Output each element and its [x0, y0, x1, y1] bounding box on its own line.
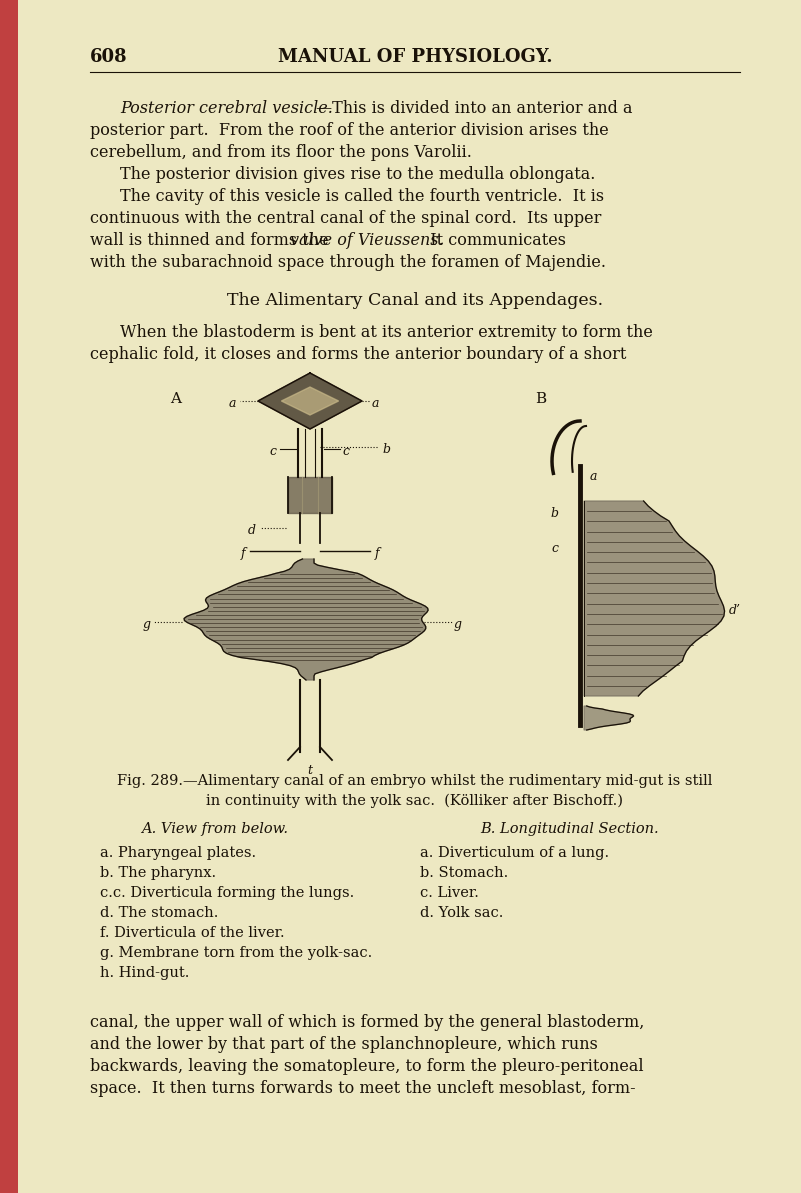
Text: f. Diverticula of the liver.: f. Diverticula of the liver. [100, 926, 284, 940]
Text: posterior part.  From the roof of the anterior division arises the: posterior part. From the roof of the ant… [90, 122, 609, 140]
Text: c.c. Diverticula forming the lungs.: c.c. Diverticula forming the lungs. [100, 886, 354, 900]
Text: f: f [375, 548, 380, 560]
Polygon shape [258, 373, 362, 429]
Text: b: b [550, 507, 558, 520]
Text: The posterior division gives rise to the medulla oblongata.: The posterior division gives rise to the… [120, 166, 595, 183]
Text: c: c [342, 445, 349, 458]
Text: h. Hind-gut.: h. Hind-gut. [100, 966, 189, 979]
Text: cerebellum, and from its floor the pons Varolii.: cerebellum, and from its floor the pons … [90, 144, 472, 161]
Text: continuous with the central canal of the spinal cord.  Its upper: continuous with the central canal of the… [90, 210, 602, 227]
Text: f: f [240, 548, 245, 560]
Text: Fig. 289.—Alimentary canal of an embryo whilst the rudimentary mid-gut is still: Fig. 289.—Alimentary canal of an embryo … [117, 774, 713, 789]
Text: Posterior cerebral vesicle.: Posterior cerebral vesicle. [120, 100, 333, 117]
Text: cephalic fold, it closes and forms the anterior boundary of a short: cephalic fold, it closes and forms the a… [90, 346, 626, 363]
Text: B: B [535, 392, 546, 406]
Text: d’: d’ [728, 604, 740, 617]
Text: b: b [382, 443, 390, 456]
Text: 608: 608 [90, 48, 127, 66]
Text: a. Diverticulum of a lung.: a. Diverticulum of a lung. [420, 846, 609, 860]
Text: c: c [269, 445, 276, 458]
Text: d: d [248, 524, 256, 537]
Text: g: g [143, 618, 151, 631]
Bar [0, 0, 18, 1193]
Polygon shape [584, 706, 634, 730]
Text: a. Pharyngeal plates.: a. Pharyngeal plates. [100, 846, 256, 860]
Text: —This is divided into an anterior and a: —This is divided into an anterior and a [316, 100, 633, 117]
Text: b. The pharynx.: b. The pharynx. [100, 866, 216, 880]
Text: canal, the upper wall of which is formed by the general blastoderm,: canal, the upper wall of which is formed… [90, 1014, 644, 1031]
Polygon shape [281, 387, 339, 415]
Text: t: t [308, 764, 312, 777]
Text: d. Yolk sac.: d. Yolk sac. [420, 905, 503, 920]
Text: c: c [551, 542, 558, 555]
Text: A. View from below.: A. View from below. [142, 822, 288, 836]
Polygon shape [584, 501, 725, 696]
Text: g: g [454, 618, 462, 631]
Text: a: a [590, 470, 598, 483]
Text: a: a [372, 397, 380, 410]
Text: When the blastoderm is bent at its anterior extremity to form the: When the blastoderm is bent at its anter… [120, 324, 653, 341]
Text: a: a [228, 397, 236, 410]
Text: backwards, leaving the somatopleure, to form the pleuro-peritoneal: backwards, leaving the somatopleure, to … [90, 1058, 644, 1075]
Text: in continuity with the yolk sac.  (Kölliker after Bischoff.): in continuity with the yolk sac. (Köllik… [207, 795, 623, 809]
Text: The cavity of this vesicle is called the fourth ventricle.  It is: The cavity of this vesicle is called the… [120, 188, 604, 205]
Text: and the lower by that part of the splanchnopleure, which runs: and the lower by that part of the splanc… [90, 1036, 598, 1053]
Text: B. Longitudinal Section.: B. Longitudinal Section. [481, 822, 659, 836]
Text: b. Stomach.: b. Stomach. [420, 866, 509, 880]
Text: It communicates: It communicates [420, 231, 566, 249]
Polygon shape [288, 477, 332, 513]
Text: The Alimentary Canal and its Appendages.: The Alimentary Canal and its Appendages. [227, 292, 603, 309]
Text: valve of Vieussens.: valve of Vieussens. [290, 231, 444, 249]
Text: g. Membrane torn from the yolk-sac.: g. Membrane torn from the yolk-sac. [100, 946, 372, 960]
Polygon shape [184, 560, 428, 680]
Text: c. Liver.: c. Liver. [420, 886, 479, 900]
Text: A: A [170, 392, 181, 406]
Text: d. The stomach.: d. The stomach. [100, 905, 219, 920]
Text: MANUAL OF PHYSIOLOGY.: MANUAL OF PHYSIOLOGY. [278, 48, 553, 66]
Text: with the subarachnoid space through the foramen of Majendie.: with the subarachnoid space through the … [90, 254, 606, 271]
Text: wall is thinned and forms the: wall is thinned and forms the [90, 231, 334, 249]
Text: space.  It then turns forwards to meet the uncleft mesoblast, form-: space. It then turns forwards to meet th… [90, 1080, 636, 1098]
